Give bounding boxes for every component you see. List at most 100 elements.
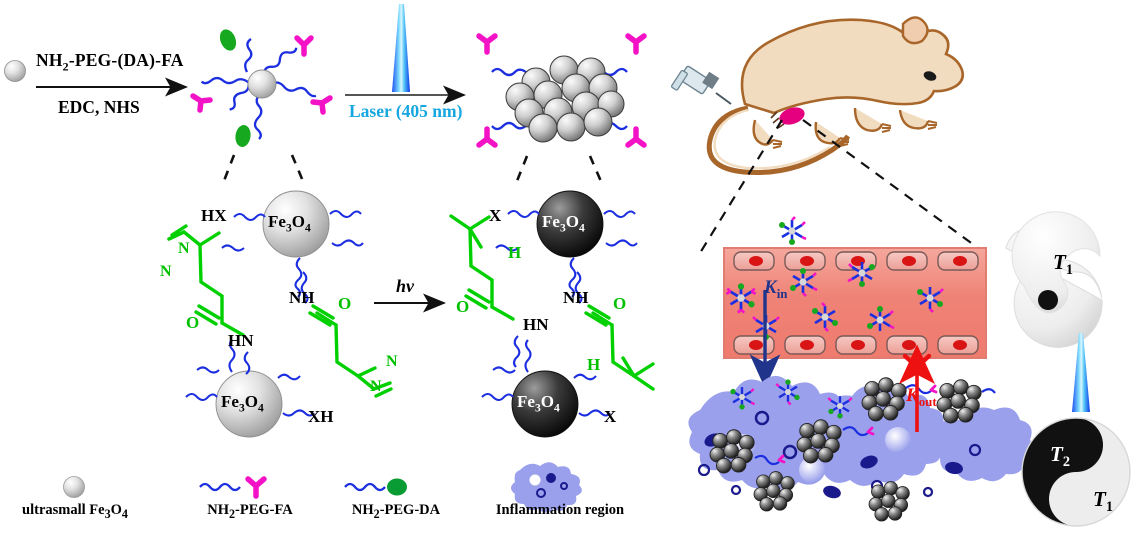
tissue-panel xyxy=(688,216,1034,522)
start-nanoparticle-icon xyxy=(4,60,26,82)
carbonyl-o-label: O xyxy=(456,297,470,316)
fe3o4-sphere-dark xyxy=(511,370,579,438)
yin-yang-icon xyxy=(1021,417,1131,527)
diazirine-n-label: N xyxy=(386,353,398,370)
kin-label: Kin xyxy=(764,277,788,301)
fe3o4-sphere-dark xyxy=(536,190,604,258)
endothelial-row-top xyxy=(733,251,979,271)
mouse-body xyxy=(740,16,965,115)
free-nanoparticle-icon xyxy=(779,216,807,245)
free-nanoparticle-icon xyxy=(917,287,944,313)
free-nanoparticle-icon xyxy=(827,396,853,419)
inflammation-spot-icon xyxy=(779,107,805,125)
reagent-label-above: NH2-PEG-(DA)-FA xyxy=(36,50,184,74)
legend-item-fe3o4: ultrasmall Fe3O4 xyxy=(4,500,146,522)
fa-tip-icon xyxy=(476,126,498,148)
callout-dashes-left xyxy=(220,154,307,187)
da-tip-icon xyxy=(235,125,251,147)
diazirine-n-label: N xyxy=(178,240,190,257)
fa-tip-icon xyxy=(625,126,647,148)
legend-label: Inflammation region xyxy=(495,502,625,518)
callout-line-left xyxy=(699,119,783,254)
carbonyl-o-label: O xyxy=(613,294,627,313)
peg-fa-icon xyxy=(199,476,267,499)
carbonyl-o-label: O xyxy=(186,313,200,332)
fe3o4-label: Fe3O4 xyxy=(268,212,311,235)
legend-item-inflammation: Inflammation region xyxy=(470,500,650,519)
callout-line-right xyxy=(802,119,990,257)
inserted-h-label: H xyxy=(508,243,522,262)
t2-label-bottom: T2 xyxy=(1050,442,1070,471)
free-nanoparticle-icon xyxy=(867,306,895,331)
nanocluster-icon xyxy=(936,379,982,424)
laser-beam-icon xyxy=(392,4,410,92)
amide-nh-label: NH xyxy=(289,288,315,307)
free-nanoparticle-icon xyxy=(730,387,756,410)
peg-chain xyxy=(185,339,315,417)
nanoparticle-aggregate-icon xyxy=(476,33,647,148)
terminal-xh-label: XH xyxy=(308,407,334,426)
free-nanoparticle-icon xyxy=(847,262,875,287)
laser-label: Laser (405 nm) xyxy=(349,101,463,121)
legend-label: NH2-PEG-FA xyxy=(207,502,293,521)
nanocluster-icon xyxy=(861,377,907,422)
block-cross-icon xyxy=(902,353,932,381)
carbonyl-o-label: O xyxy=(338,294,352,313)
peg-chain xyxy=(221,209,364,298)
fa-tip-icon xyxy=(476,33,498,55)
legend-label: ultrasmall Fe3O4 xyxy=(22,502,128,521)
legend-item-peg-fa: NH2-PEG-FA xyxy=(180,500,320,522)
terminal-hx-label: HX xyxy=(201,206,227,225)
alkyl-h-group xyxy=(449,214,494,309)
yang-dot-dark xyxy=(1066,435,1086,455)
nanocluster-icon xyxy=(796,419,842,464)
inflamed-tissue-field xyxy=(688,375,1034,522)
fa-tip-icon xyxy=(310,95,333,115)
mri-panel xyxy=(1005,211,1131,527)
fa-tip-icon xyxy=(294,35,314,57)
terminal-x-label: X xyxy=(604,407,617,426)
diazirine-n-label: N xyxy=(370,378,382,395)
alkyl-h-group xyxy=(584,304,655,391)
fa-tip-icon xyxy=(190,93,213,113)
nanocluster-icon xyxy=(753,471,795,512)
terminal-x-label: X xyxy=(489,206,502,225)
mouse-eye xyxy=(923,71,937,81)
top-reaction-row xyxy=(4,4,647,187)
legend-label: NH2-PEG-DA xyxy=(351,502,441,521)
peg-chain xyxy=(495,209,638,298)
fa-tip-icon xyxy=(625,33,647,55)
gray-sphere-icon xyxy=(63,476,85,498)
nanocluster-icon xyxy=(868,481,910,522)
amide-hn-label: HN xyxy=(228,331,254,350)
endothelial-row-bottom xyxy=(733,335,979,355)
free-nanoparticle-icon xyxy=(775,379,800,406)
callout-dashes-right xyxy=(513,155,605,187)
yin-dot xyxy=(1038,290,1058,310)
free-nanoparticle-icon xyxy=(790,268,818,297)
fe3o4-label: Fe3O4 xyxy=(542,212,585,235)
pegylated-nanoparticle-icon xyxy=(190,29,333,147)
t1-label-top: T1 xyxy=(1053,250,1073,279)
inserted-h-label: H xyxy=(587,355,601,374)
yin-shape-icon xyxy=(1005,211,1103,348)
free-nanoparticle-icon xyxy=(812,302,838,332)
diazirine-group xyxy=(308,304,393,398)
da-tip-icon xyxy=(219,29,237,51)
mechanism-right xyxy=(449,190,655,438)
legend-icons xyxy=(63,462,582,513)
kout-label: Kout xyxy=(906,385,937,409)
fe3o4-sphere-light xyxy=(262,190,330,258)
laser-beam-icon xyxy=(1072,333,1090,412)
fe3o4-label: Fe3O4 xyxy=(517,392,560,415)
mouse-ear xyxy=(901,16,929,45)
peg-da-icon xyxy=(344,478,407,496)
carbonyl-group xyxy=(464,288,515,321)
mouse-panel xyxy=(670,16,990,257)
mechanism-left xyxy=(167,190,393,438)
peg-chain xyxy=(481,339,611,417)
nanocluster-icon xyxy=(709,429,755,474)
fe3o4-label: Fe3O4 xyxy=(221,392,264,415)
